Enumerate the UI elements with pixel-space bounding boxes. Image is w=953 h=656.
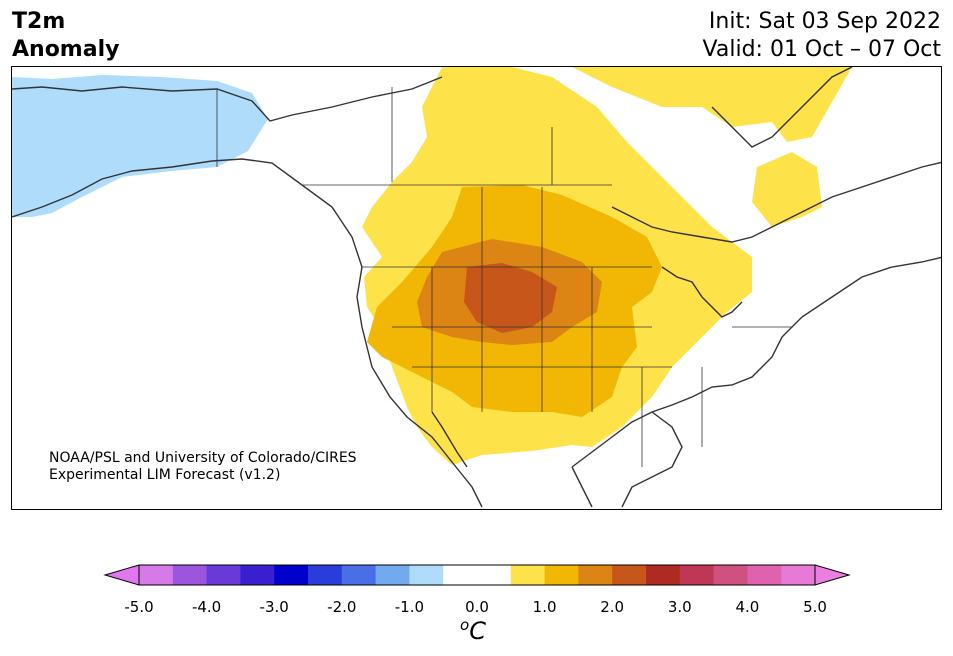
colorbar-cell [477,565,512,585]
colorbar-tick-label: -1.0 [394,598,425,616]
colorbar-cell [375,565,410,585]
colorbar-cell [409,565,444,585]
colorbar-tick-label: -4.0 [191,598,222,616]
coastlines [12,67,941,508]
colorbar-cell [443,565,478,585]
credit-text: NOAA/PSL and University of Colorado/CIRE… [49,450,357,484]
credit-line-2: Experimental LIM Forecast (v1.2) [49,467,281,483]
colorbar-tick-label: 5.0 [803,598,827,616]
colorbar-tick-label: 2.0 [600,598,625,616]
colorbar-unit: oC [460,616,486,645]
colorbar-tick-label: -2.0 [327,598,357,616]
colorbar-cell [578,565,613,585]
cold-anomaly-alaska [12,75,268,217]
colorbar-extend-low [103,564,140,586]
colorbar-tick-label: -3.0 [259,598,289,616]
colorbar-cell [747,565,782,585]
colorbar-cell [308,565,343,585]
warm-anomaly-arctic [572,67,852,142]
colorbar [103,564,851,586]
credit-line-1: NOAA/PSL and University of Colorado/CIRE… [49,450,357,466]
colorbar-cell [612,565,647,585]
colorbar-cell [646,565,681,585]
unit-base: C [469,617,486,645]
variable-label: T2m [12,9,66,34]
colorbar-extend-high [814,564,851,586]
colorbar-tick-label: 4.0 [735,598,760,616]
colorbar-cell [139,565,174,585]
warm-anomaly-level4 [464,263,557,333]
warm-anomaly-hudson-east [752,152,822,227]
colorbar-cell [510,565,546,585]
colorbar-cells [139,565,816,585]
colorbar-tick-label: -5.0 [124,598,154,616]
colorbar-cell [781,565,816,585]
map-panel [11,66,942,510]
anomaly-label: Anomaly [12,37,120,62]
colorbar-tick-label: 0.0 [465,598,489,616]
colorbar-tick-label: 1.0 [532,598,557,616]
init-date: Init: Sat 03 Sep 2022 [708,9,941,34]
valid-range: Valid: 01 Oct – 07 Oct [702,37,941,62]
colorbar-cell [713,565,748,585]
colorbar-cell [544,565,579,585]
unit-superscript: o [460,616,470,634]
map-title: T2m Anomaly [12,8,119,64]
colorbar-tick-label: 3.0 [667,598,692,616]
forecast-dates: Init: Sat 03 Sep 2022 Valid: 01 Oct – 07… [703,8,941,64]
colorbar-cell [274,565,309,585]
colorbar-outline [138,564,816,586]
colorbar-cell [679,565,715,585]
colorbar-cell [341,565,377,585]
colorbar-cell [206,565,241,585]
political-borders [216,87,792,467]
colorbar-cell [172,565,208,585]
colorbar-cell [240,565,275,585]
anomaly-map [12,67,941,508]
